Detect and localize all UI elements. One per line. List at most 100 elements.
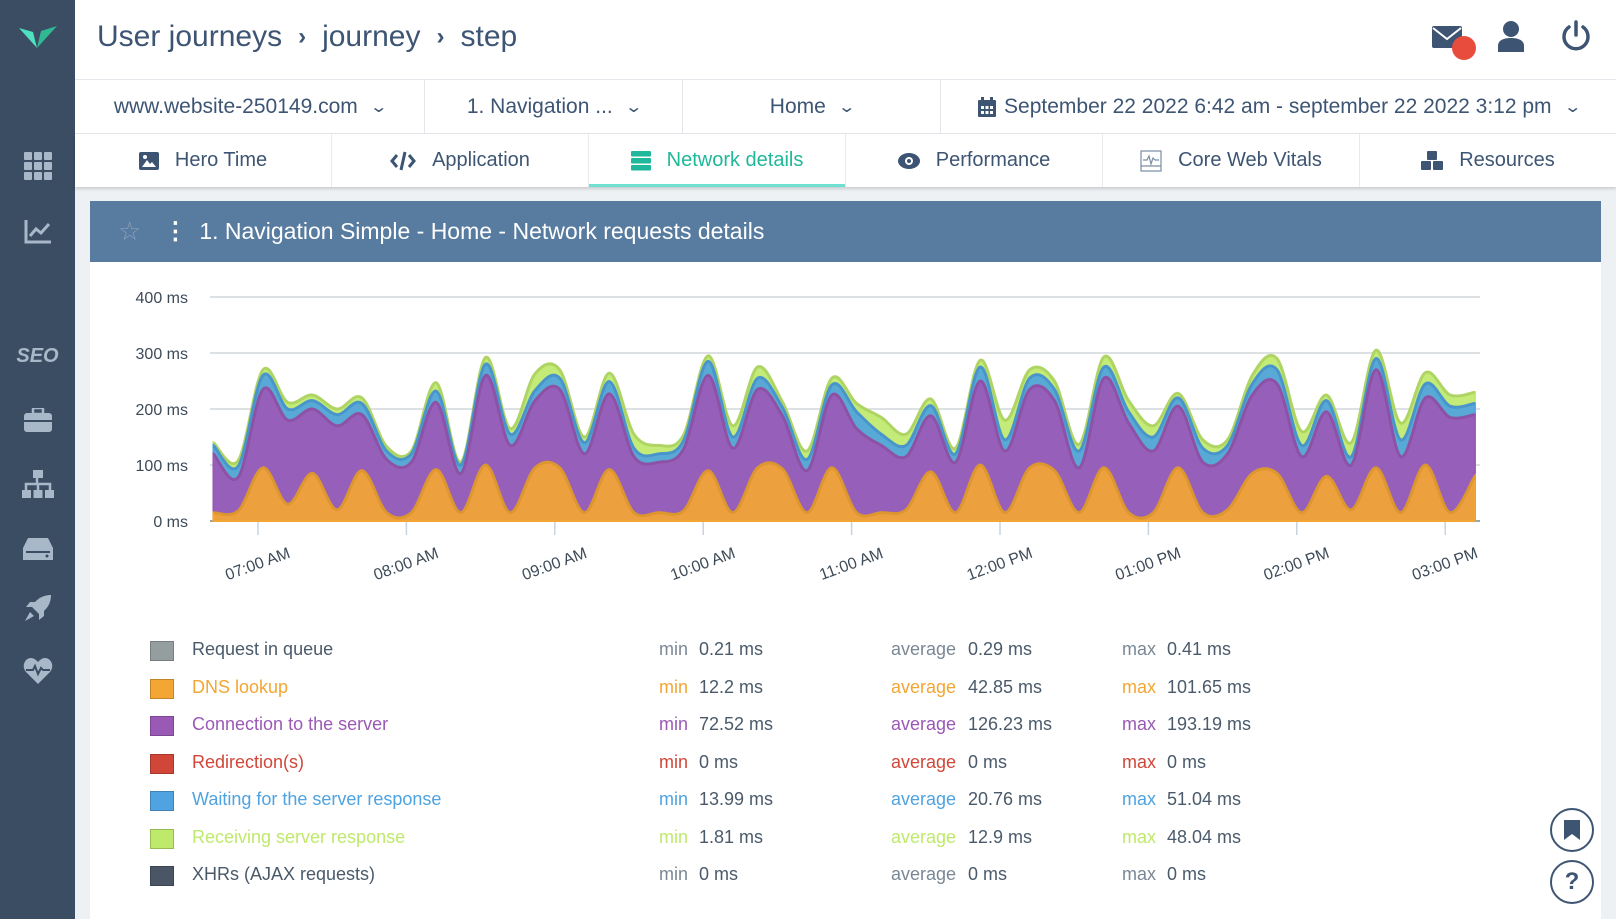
- image-icon: [138, 151, 159, 170]
- legend-label: Connection to the server: [192, 714, 389, 734]
- legend-swatch: [150, 641, 174, 661]
- max-label: max: [1122, 639, 1157, 659]
- max-value: 0 ms: [1167, 864, 1207, 884]
- rocket-icon[interactable]: [0, 594, 75, 629]
- min-value: 72.52 ms: [699, 714, 774, 734]
- star-icon[interactable]: ☆: [118, 216, 142, 246]
- min-label: min: [659, 826, 689, 847]
- bookmark-button[interactable]: [1550, 808, 1594, 852]
- breadcrumb-separator: ›: [436, 23, 445, 50]
- heartbeat-icon[interactable]: [0, 658, 75, 691]
- tab-performance[interactable]: Performance: [846, 134, 1103, 187]
- max-label: max: [1122, 751, 1157, 772]
- legend-row-xhr[interactable]: XHRs (AJAX requests) min 0 ms average 0 …: [90, 862, 1490, 892]
- breadcrumb-user-journeys[interactable]: User journeys: [97, 20, 283, 53]
- site-value: www.website-250149.com: [113, 95, 358, 118]
- power-icon[interactable]: [1560, 20, 1596, 56]
- legend-row-redirection[interactable]: Redirection(s) min 0 ms average 0 ms max…: [90, 750, 1490, 780]
- average-label: average: [891, 639, 957, 659]
- y-tick-label: 400 ms: [136, 290, 188, 307]
- legend-row-dns[interactable]: DNS lookup min 12.2 ms average 42.85 ms …: [90, 675, 1490, 705]
- min-value: 12.2 ms: [699, 676, 764, 697]
- x-tick-label: 11:00 AM: [817, 545, 885, 584]
- x-tick-label: 03:00 PM: [1410, 545, 1480, 584]
- x-tick-label: 02:00 PM: [1262, 545, 1332, 584]
- average-value: 0.29 ms: [968, 639, 1033, 659]
- grid-icon[interactable]: [0, 152, 75, 187]
- notification-badge: [1452, 36, 1476, 60]
- x-tick-label: 01:00 PM: [1113, 545, 1183, 584]
- legend-row-connection[interactable]: Connection to the server min 72.52 ms av…: [90, 712, 1490, 742]
- logo-icon[interactable]: [0, 22, 75, 59]
- breadcrumb-step: step: [460, 20, 518, 53]
- tab-bar: Hero Time Application Network details Pe…: [75, 134, 1616, 187]
- kebab-menu-icon[interactable]: ⋮: [163, 218, 188, 245]
- tab-core-web-vitals[interactable]: Core Web Vitals: [1103, 134, 1360, 187]
- max-label: max: [1122, 714, 1157, 734]
- line-connection: [212, 368, 1476, 482]
- min-label: min: [659, 751, 689, 772]
- legend-swatch: [150, 678, 174, 699]
- breadcrumb-journey[interactable]: journey: [322, 20, 421, 53]
- min-value: 1.81 ms: [699, 826, 764, 847]
- help-button[interactable]: ?: [1550, 860, 1594, 904]
- min-label: min: [659, 789, 689, 809]
- step-select[interactable]: Home ⌄: [683, 80, 941, 134]
- date-range-picker[interactable]: September 22 2022 6:42 am - september 22…: [941, 80, 1616, 134]
- max-value: 51.04 ms: [1167, 789, 1242, 809]
- average-value: 42.85 ms: [968, 676, 1043, 697]
- line-receiving: [212, 348, 1476, 465]
- tab-label: Resources: [1459, 149, 1555, 171]
- legend-row-queue[interactable]: Request in queue min 0.21 ms average 0.2…: [90, 637, 1490, 667]
- line-dns: [213, 460, 1477, 520]
- min-label: min: [659, 864, 689, 884]
- tab-label: Core Web Vitals: [1178, 149, 1322, 171]
- tab-application[interactable]: Application: [332, 134, 589, 187]
- step-value: Home: [769, 95, 826, 118]
- sitemap-icon[interactable]: [0, 470, 75, 505]
- chevron-down-icon: ⌄: [837, 99, 856, 116]
- chart-icon[interactable]: [0, 218, 75, 251]
- journey-select[interactable]: 1. Navigation ... ⌄: [425, 80, 683, 134]
- y-tick-label: 300 ms: [136, 346, 188, 363]
- briefcase-icon[interactable]: [0, 406, 75, 439]
- tab-hero-time[interactable]: Hero Time: [75, 134, 332, 187]
- legend-swatch: [150, 866, 174, 886]
- drive-icon[interactable]: [0, 536, 75, 567]
- max-value: 0.41 ms: [1167, 639, 1232, 659]
- min-value: 0.21 ms: [699, 639, 764, 659]
- chevron-down-icon: ⌄: [369, 99, 388, 116]
- legend-row-receiving[interactable]: Receiving server response min 1.81 ms av…: [90, 825, 1490, 855]
- max-label: max: [1122, 676, 1157, 697]
- x-tick-label: 12:00 PM: [965, 545, 1035, 584]
- tab-resources[interactable]: Resources: [1360, 134, 1616, 187]
- calendar-icon: [978, 97, 997, 117]
- sidebar-item-seo[interactable]: SEO: [16, 345, 59, 367]
- average-label: average: [891, 676, 957, 697]
- min-label: min: [659, 639, 689, 659]
- mail-icon[interactable]: [1432, 20, 1476, 60]
- tab-label: Network details: [666, 149, 804, 171]
- average-value: 0 ms: [968, 751, 1008, 772]
- cubes-icon: [1421, 150, 1444, 170]
- journey-value: 1. Navigation ...: [466, 95, 613, 118]
- average-value: 0 ms: [968, 864, 1008, 884]
- site-select[interactable]: www.website-250149.com ⌄: [75, 80, 425, 134]
- server-icon: [630, 150, 651, 170]
- network-details-panel: ☆ ⋮ 1. Navigation Simple - Home - Networ…: [90, 201, 1601, 919]
- legend-row-waiting[interactable]: Waiting for the server response min 13.9…: [90, 787, 1490, 817]
- eye-icon: [897, 152, 920, 169]
- legend-label: Redirection(s): [192, 751, 305, 772]
- min-value: 13.99 ms: [699, 789, 774, 809]
- tab-network-details[interactable]: Network details: [589, 134, 846, 187]
- max-label: max: [1122, 864, 1157, 884]
- chevron-down-icon: ⌄: [1562, 99, 1582, 116]
- average-label: average: [891, 751, 957, 772]
- legend-swatch: [150, 828, 174, 849]
- y-tick-label: 0 ms: [153, 514, 188, 531]
- x-tick-label: 10:00 AM: [668, 545, 737, 584]
- user-icon[interactable]: [1496, 20, 1532, 56]
- min-value: 0 ms: [699, 864, 739, 884]
- max-value: 0 ms: [1167, 751, 1207, 772]
- breadcrumb-separator: ›: [298, 23, 307, 50]
